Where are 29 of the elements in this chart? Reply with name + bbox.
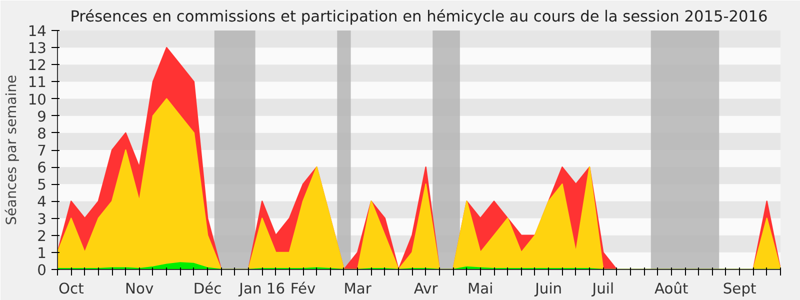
y-tick-label: 13 [28,40,47,58]
y-tick-label: 0 [37,262,47,279]
chart-title: Présences en commissions et participation en hémicycle au cours de la session 2015-2016 [70,8,768,26]
x-tick-label: Juin [534,280,562,298]
x-tick-label: Août [654,280,689,298]
y-tick-label: 7 [37,142,47,160]
x-tick-label: Nov [125,280,154,298]
y-tick-label: 3 [37,210,47,228]
x-tick-label: Avr [414,280,439,298]
y-tick-label: 12 [28,57,47,74]
x-tick-label: Mar [344,280,372,298]
x-tick-label: Oct [58,280,84,298]
y-tick-label: 8 [37,125,47,142]
y-tick-label: 14 [28,23,47,40]
y-axis-title: Séances par semaine [4,74,20,226]
y-tick-label: 1 [37,244,47,262]
x-tick-label: Déc [193,280,222,298]
x-tick-label: Sept [722,280,757,298]
x-tick-label: Juil [591,280,614,298]
y-tick-label: 4 [37,194,47,211]
y-tick-label: 11 [28,74,47,92]
x-tick-label: Mai [468,280,494,298]
y-tick-label: 9 [37,108,47,126]
x-tick-label: Jan 16 [238,280,286,298]
y-tick-label: 5 [37,176,47,194]
y-tick-label: 6 [37,160,47,177]
y-tick-label: 2 [37,228,47,245]
y-tick-label: 10 [28,91,47,108]
x-tick-label: Fév [290,280,316,298]
